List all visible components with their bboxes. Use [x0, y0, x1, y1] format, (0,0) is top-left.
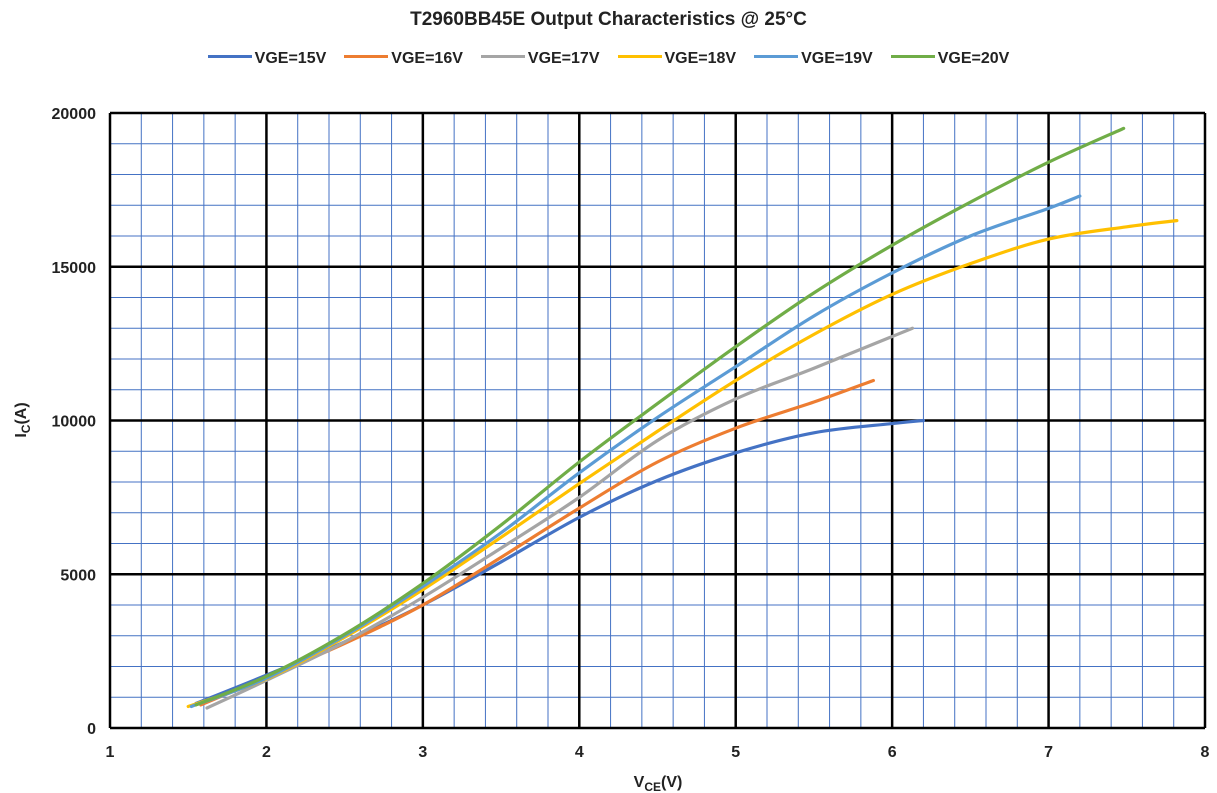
x-tick-label: 6	[888, 744, 897, 761]
legend-label: VGE=16V	[391, 50, 463, 67]
series-line-vge-20v	[194, 126, 1126, 707]
tick-labels: 1 2 3 4 5 6 7 8 0 5000 10000 15000 20000	[52, 106, 1210, 761]
legend-swatch	[344, 55, 389, 59]
x-tick-label: 4	[575, 744, 584, 761]
legend-label: VGE=17V	[527, 50, 600, 67]
legend-item: VGE=19V	[754, 50, 873, 68]
y-tick-label: 5000	[60, 567, 96, 584]
legend-swatch	[480, 55, 525, 59]
y-tick-label: 0	[87, 721, 96, 738]
legend-item: VGE=20V	[890, 50, 1010, 68]
series-lines	[186, 126, 1179, 710]
legend-swatch	[890, 55, 935, 59]
legend-swatch	[617, 55, 662, 59]
x-tick-label: 7	[1044, 744, 1053, 761]
x-tick-label: 8	[1201, 744, 1210, 761]
major-grid	[108, 111, 1207, 730]
series-line-vge-17v	[205, 326, 915, 710]
legend-label: VGE=20V	[937, 50, 1010, 67]
y-tick-label: 15000	[52, 260, 97, 277]
legend-item: VGE=18V	[617, 50, 737, 68]
x-tick-label: 2	[262, 744, 271, 761]
legend-swatch	[754, 55, 799, 59]
y-tick-label: 20000	[52, 106, 97, 123]
chart-legend: VGE=15V VGE=16V VGE=17V VGE=18V VGE=19V VGE=2…	[0, 50, 1217, 68]
y-tick-label: 10000	[52, 414, 97, 431]
legend-item: VGE=16V	[344, 50, 463, 68]
y-axis-label: IC(A)	[13, 402, 33, 437]
legend-label: VGE=15V	[254, 50, 327, 67]
legend-label: VGE=18V	[664, 50, 737, 67]
x-tick-label: 3	[418, 744, 427, 761]
series-line-vge-18v	[186, 219, 1179, 709]
x-tick-label: 5	[731, 744, 740, 761]
legend-item: VGE=17V	[480, 50, 600, 68]
legend-swatch	[207, 55, 252, 59]
legend-label: VGE=19V	[801, 50, 873, 67]
legend-item: VGE=15V	[207, 50, 327, 68]
x-axis-label: VCE(V)	[634, 774, 683, 793]
x-tick-label: 1	[106, 744, 115, 761]
chart-title: T2960BB45E Output Characteristics @ 25°C	[410, 9, 807, 30]
